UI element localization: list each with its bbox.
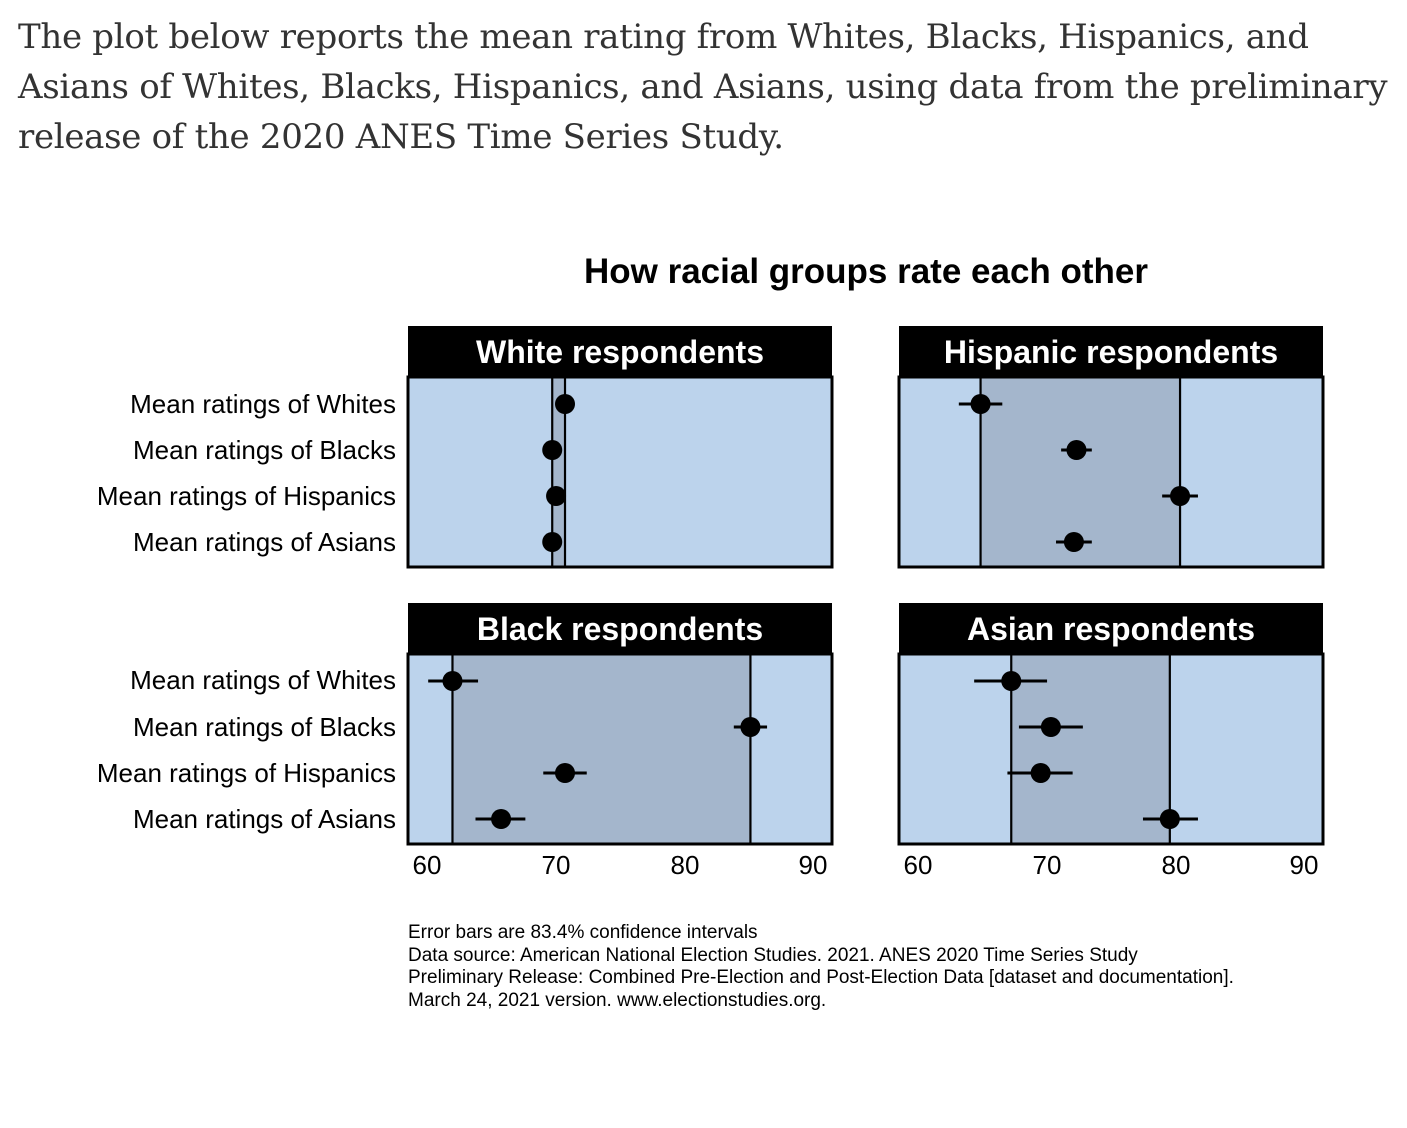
point-asian-3	[1159, 809, 1180, 829]
panel-hispanic: Hispanic respondents	[897, 326, 1325, 569]
ytick-bottom-blacks: Mean ratings of Blacks	[132, 712, 396, 742]
point-hispanic-2	[1170, 486, 1191, 506]
caption-line-3: Preliminary Release: Combined Pre-Electi…	[408, 967, 1234, 988]
xtick-left-60: 60	[412, 850, 442, 880]
point-black-0	[442, 671, 463, 691]
panel-title-asian: Asian respondents	[967, 611, 1255, 647]
intro-paragraph: The plot below reports the mean rating f…	[18, 17, 1388, 157]
ytick-top-asians: Mean ratings of Asians	[132, 527, 396, 557]
ytick-top-hispanics: Mean ratings of Hispanics	[96, 481, 396, 511]
panel-white: White respondents	[406, 326, 834, 569]
panel-asian: Asian respondents	[897, 603, 1325, 846]
range-band-white	[552, 378, 566, 566]
ytick-bottom-hispanics: Mean ratings of Hispanics	[96, 758, 396, 788]
chart-title: How racial groups rate each other	[583, 252, 1149, 291]
point-white-3	[542, 532, 563, 552]
xtick-right-80: 80	[1161, 850, 1191, 880]
panel-title-black: Black respondents	[477, 611, 763, 647]
panel-border-black	[406, 652, 834, 846]
point-asian-0	[1001, 671, 1022, 691]
xtick-right-70: 70	[1032, 850, 1062, 880]
panel-border-asian	[897, 652, 1325, 846]
point-hispanic-3	[1063, 532, 1084, 552]
panel-black: Black respondents	[406, 603, 834, 846]
point-asian-2	[1030, 763, 1051, 783]
point-hispanic-1	[1066, 440, 1087, 460]
xtick-left-80: 80	[670, 850, 700, 880]
ytick-top-blacks: Mean ratings of Blacks	[132, 435, 396, 465]
panel-title-white: White respondents	[476, 334, 764, 370]
point-black-3	[491, 809, 512, 829]
point-white-0	[555, 394, 576, 414]
range-band-asian	[1011, 655, 1170, 843]
panel-border-hispanic	[897, 375, 1325, 569]
panel-header-asian	[899, 603, 1323, 655]
ytick-bottom-whites: Mean ratings of Whites	[130, 665, 396, 695]
point-asian-1	[1040, 717, 1061, 737]
caption-line-1: Error bars are 83.4% confidence interval…	[408, 922, 758, 943]
xtick-left-70: 70	[541, 850, 571, 880]
xtick-right-60: 60	[903, 850, 933, 880]
chart-caption: Error bars are 83.4% confidence interval…	[408, 922, 1388, 1012]
caption-line-2: Data source: American National Election …	[408, 944, 1138, 966]
panel-border-white	[406, 375, 834, 569]
xtick-left-90: 90	[798, 850, 828, 880]
ytick-top-whites: Mean ratings of Whites	[130, 389, 396, 419]
panel-title-hispanic: Hispanic respondents	[944, 334, 1278, 370]
point-black-1	[740, 717, 761, 737]
panel-header-black	[408, 603, 832, 655]
ytick-bottom-asians: Mean ratings of Asians	[132, 804, 396, 834]
panel-background-white	[409, 378, 831, 566]
point-white-1	[542, 440, 563, 460]
xtick-right-90: 90	[1289, 850, 1319, 880]
panel-header-white	[408, 326, 832, 378]
point-black-2	[555, 763, 576, 783]
point-hispanic-0	[970, 394, 991, 414]
point-white-2	[546, 486, 567, 506]
intro-text: The plot below reports the mean rating f…	[18, 12, 1398, 162]
caption-line-4: March 24, 2021 version. www.electionstud…	[408, 989, 827, 1011]
panel-header-hispanic	[899, 326, 1323, 378]
